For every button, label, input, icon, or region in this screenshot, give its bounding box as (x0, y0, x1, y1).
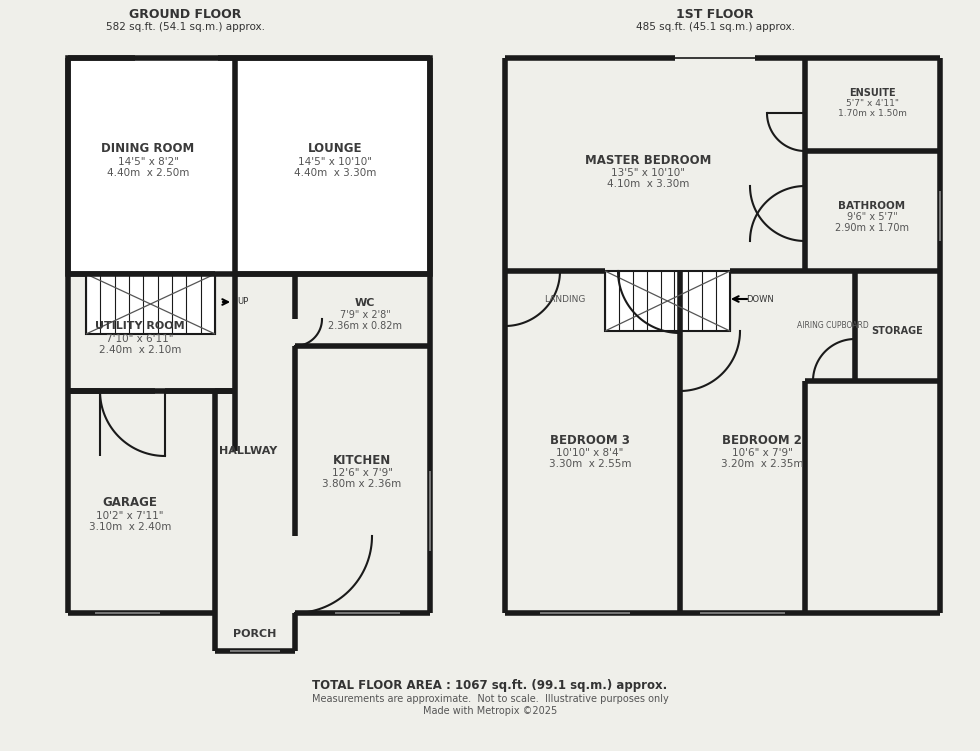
Text: UTILITY ROOM: UTILITY ROOM (95, 321, 185, 331)
Text: 7'10" x 6'11": 7'10" x 6'11" (106, 334, 173, 344)
Text: DOWN: DOWN (746, 294, 774, 303)
Text: TOTAL FLOOR AREA : 1067 sq.ft. (99.1 sq.m.) approx.: TOTAL FLOOR AREA : 1067 sq.ft. (99.1 sq.… (313, 680, 667, 692)
Text: 12'6" x 7'9": 12'6" x 7'9" (331, 468, 393, 478)
Text: LANDING: LANDING (544, 294, 586, 303)
Text: Measurements are approximate.  Not to scale.  Illustrative purposes only: Measurements are approximate. Not to sca… (312, 694, 668, 704)
Text: KITCHEN: KITCHEN (333, 454, 391, 468)
Text: 10'2" x 7'11": 10'2" x 7'11" (96, 511, 164, 521)
Text: UP: UP (237, 297, 249, 306)
Text: 3.80m x 2.36m: 3.80m x 2.36m (322, 479, 402, 489)
Text: 9'6" x 5'7": 9'6" x 5'7" (847, 212, 898, 222)
Text: GROUND FLOOR: GROUND FLOOR (128, 8, 241, 22)
Text: 14'5" x 10'10": 14'5" x 10'10" (298, 157, 372, 167)
Text: 582 sq.ft. (54.1 sq.m.) approx.: 582 sq.ft. (54.1 sq.m.) approx. (106, 22, 265, 32)
Text: MASTER BEDROOM: MASTER BEDROOM (585, 155, 711, 167)
Text: BEDROOM 3: BEDROOM 3 (550, 435, 630, 448)
Text: PORCH: PORCH (233, 629, 276, 639)
Bar (605, 271, 730, 331)
Text: GARAGE: GARAGE (103, 496, 158, 509)
Text: 3.30m  x 2.55m: 3.30m x 2.55m (549, 459, 631, 469)
Text: 10'6" x 7'9": 10'6" x 7'9" (731, 448, 793, 458)
Bar (86, 274, 215, 334)
Text: 5'7" x 4'11": 5'7" x 4'11" (846, 99, 899, 108)
Text: 2.90m x 1.70m: 2.90m x 1.70m (835, 223, 909, 233)
Text: AIRING CUPBOARD: AIRING CUPBOARD (797, 321, 869, 330)
Bar (68, 58, 430, 274)
Text: 13'5" x 10'10": 13'5" x 10'10" (611, 168, 685, 178)
Text: STORAGE: STORAGE (871, 326, 923, 336)
Text: 2.36m x 0.82m: 2.36m x 0.82m (328, 321, 402, 331)
Text: 2.40m  x 2.10m: 2.40m x 2.10m (99, 345, 181, 355)
Text: ENSUITE: ENSUITE (849, 88, 896, 98)
Text: 7'9" x 2'8": 7'9" x 2'8" (340, 310, 390, 320)
Text: 4.10m  x 3.30m: 4.10m x 3.30m (607, 179, 689, 189)
Text: HALLWAY: HALLWAY (219, 446, 277, 456)
Text: DINING ROOM: DINING ROOM (101, 143, 195, 155)
Text: 4.40m  x 2.50m: 4.40m x 2.50m (107, 168, 189, 178)
Text: 485 sq.ft. (45.1 sq.m.) approx.: 485 sq.ft. (45.1 sq.m.) approx. (635, 22, 795, 32)
Text: 4.40m  x 3.30m: 4.40m x 3.30m (294, 168, 376, 178)
Text: BATHROOM: BATHROOM (839, 201, 906, 211)
Text: LOUNGE: LOUNGE (308, 143, 363, 155)
Text: 3.10m  x 2.40m: 3.10m x 2.40m (89, 522, 172, 532)
Text: 10'10" x 8'4": 10'10" x 8'4" (557, 448, 623, 458)
Text: Made with Metropix ©2025: Made with Metropix ©2025 (423, 706, 557, 716)
Text: 14'5" x 8'2": 14'5" x 8'2" (118, 157, 178, 167)
Text: 1ST FLOOR: 1ST FLOOR (676, 8, 754, 22)
Text: 3.20m  x 2.35m: 3.20m x 2.35m (720, 459, 804, 469)
Text: 1.70m x 1.50m: 1.70m x 1.50m (838, 110, 906, 119)
Text: WC: WC (355, 298, 375, 308)
Text: BEDROOM 2: BEDROOM 2 (722, 435, 802, 448)
